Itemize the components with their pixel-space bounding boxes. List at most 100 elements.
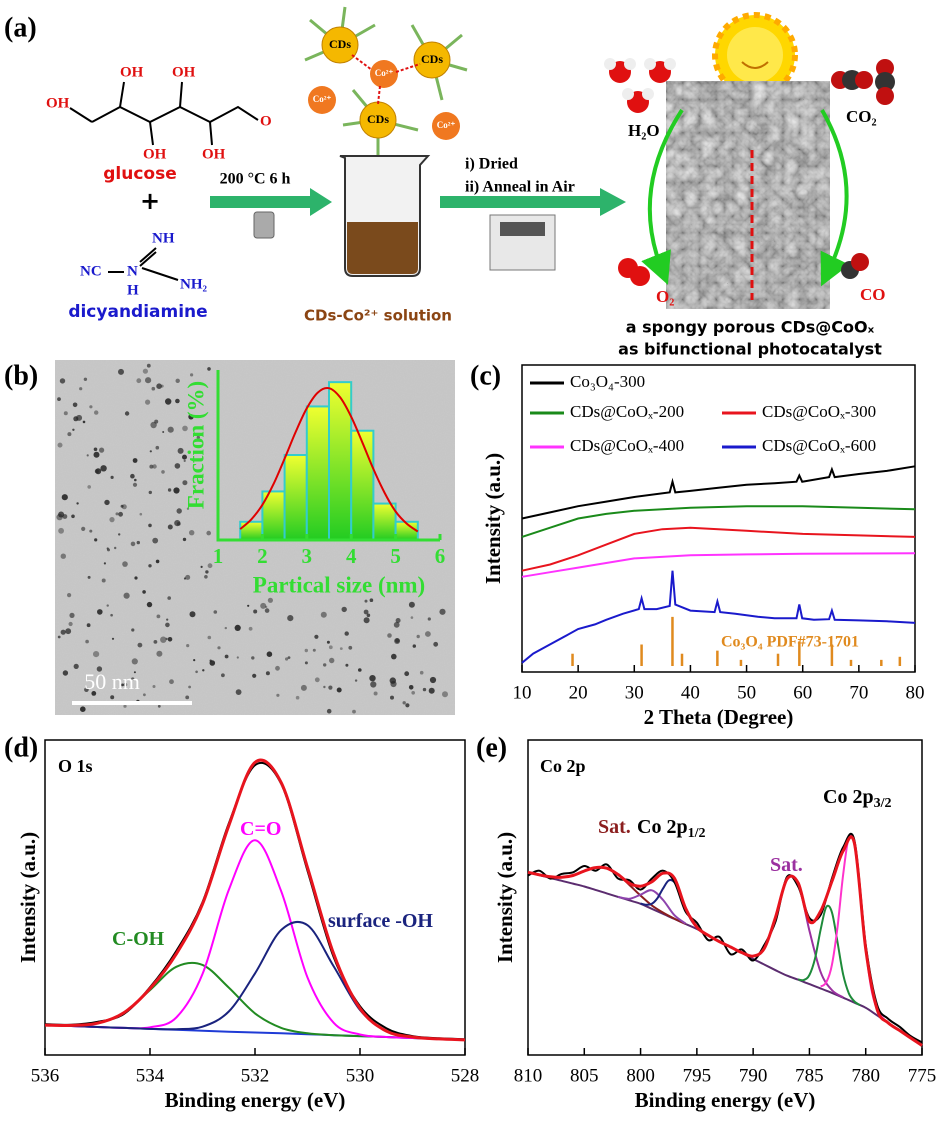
particle bbox=[217, 646, 221, 650]
x-tick-label: 20 bbox=[569, 682, 588, 703]
particle bbox=[65, 628, 72, 635]
particle bbox=[97, 609, 103, 615]
particle bbox=[151, 386, 156, 391]
particle bbox=[183, 459, 186, 462]
panel-label: (c) bbox=[470, 360, 501, 391]
particle bbox=[107, 548, 110, 552]
solution bbox=[347, 222, 418, 274]
particle bbox=[59, 378, 66, 384]
particle bbox=[94, 538, 98, 542]
particle bbox=[364, 599, 368, 603]
particle bbox=[123, 682, 128, 687]
panel-label: (d) bbox=[4, 732, 38, 763]
particle bbox=[182, 480, 188, 486]
x-axis-label: Binding energy (eV) bbox=[635, 1088, 816, 1112]
particle bbox=[196, 435, 200, 440]
annotation-subscript: 3/2 bbox=[874, 796, 892, 811]
x-tick-label: 785 bbox=[795, 1065, 824, 1086]
cds-label: CDs bbox=[329, 37, 351, 51]
particle bbox=[149, 450, 152, 453]
particle bbox=[348, 645, 353, 650]
annotation: Co 2p1/2 bbox=[637, 816, 705, 842]
particle bbox=[110, 613, 113, 617]
panel-title: O 1s bbox=[58, 756, 93, 776]
particle bbox=[235, 689, 242, 695]
particle bbox=[320, 611, 327, 618]
particle bbox=[369, 675, 376, 682]
x-axis-label: Binding energy (eV) bbox=[165, 1088, 346, 1112]
particle bbox=[106, 604, 109, 607]
particle bbox=[93, 451, 100, 458]
particle bbox=[76, 414, 83, 421]
arrow bbox=[641, 108, 684, 285]
particle bbox=[224, 654, 229, 659]
particle bbox=[336, 687, 342, 693]
atom: NC bbox=[80, 263, 102, 279]
particle bbox=[221, 673, 225, 678]
particle bbox=[182, 454, 187, 460]
particle bbox=[408, 601, 415, 608]
particle bbox=[328, 685, 333, 690]
particle bbox=[73, 663, 79, 670]
x-tick-label: 30 bbox=[625, 682, 644, 703]
x-tick-label: 795 bbox=[683, 1065, 712, 1086]
particle bbox=[156, 383, 162, 390]
particle bbox=[148, 523, 152, 528]
particle bbox=[60, 629, 66, 635]
particle bbox=[326, 708, 332, 714]
particle bbox=[123, 592, 130, 599]
particle bbox=[115, 512, 119, 516]
molecule-label: CO bbox=[860, 285, 886, 304]
particle bbox=[248, 626, 253, 631]
x-tick-label: 536 bbox=[31, 1065, 60, 1086]
legend-label: Co₃O₄-300 bbox=[570, 372, 645, 391]
particle bbox=[188, 414, 194, 420]
particle bbox=[425, 631, 431, 637]
particle bbox=[149, 464, 154, 469]
particle bbox=[156, 650, 163, 657]
x-tick-label: 775 bbox=[908, 1065, 937, 1086]
molecule-label: H₂O bbox=[628, 121, 660, 140]
bar bbox=[328, 381, 353, 541]
particle bbox=[429, 676, 437, 684]
particle bbox=[265, 671, 270, 676]
particle bbox=[152, 464, 157, 469]
particle bbox=[145, 377, 152, 384]
atom: NH bbox=[152, 230, 175, 246]
ion-label: Co²⁺ bbox=[375, 68, 394, 78]
series-line bbox=[521, 505, 916, 538]
particle bbox=[130, 473, 135, 479]
particle bbox=[118, 533, 121, 536]
particle bbox=[427, 617, 431, 621]
x-tick-label: 40 bbox=[681, 682, 700, 703]
particle bbox=[176, 508, 182, 514]
particle bbox=[161, 470, 165, 474]
particle bbox=[110, 695, 115, 700]
particle bbox=[153, 640, 158, 644]
sun bbox=[712, 12, 798, 98]
annotation: Co 2p3/2 bbox=[823, 786, 891, 812]
annotation-subscript: 1/2 bbox=[688, 826, 706, 841]
particle bbox=[373, 691, 378, 696]
particle bbox=[188, 685, 192, 689]
series-line bbox=[527, 832, 923, 1044]
particle bbox=[236, 656, 239, 659]
molecule-label: CO₂ bbox=[846, 107, 877, 126]
particle bbox=[207, 635, 212, 640]
annotation-text: Sat. bbox=[598, 816, 631, 838]
atom: OH bbox=[120, 64, 144, 80]
series-line bbox=[797, 904, 861, 1007]
particle bbox=[341, 606, 347, 613]
particle bbox=[439, 608, 446, 615]
plot-frame bbox=[44, 739, 466, 1056]
step-label: i) Dried bbox=[465, 156, 518, 173]
particle bbox=[253, 609, 258, 614]
particle bbox=[82, 420, 86, 424]
particle bbox=[156, 614, 161, 619]
particle bbox=[145, 399, 151, 405]
ion-label: Co²⁺ bbox=[313, 94, 332, 104]
x-tick-label: 70 bbox=[849, 682, 868, 703]
particle bbox=[139, 512, 143, 516]
atom: NH₂ bbox=[180, 276, 208, 292]
step-label: ii) Anneal in Air bbox=[465, 179, 575, 196]
